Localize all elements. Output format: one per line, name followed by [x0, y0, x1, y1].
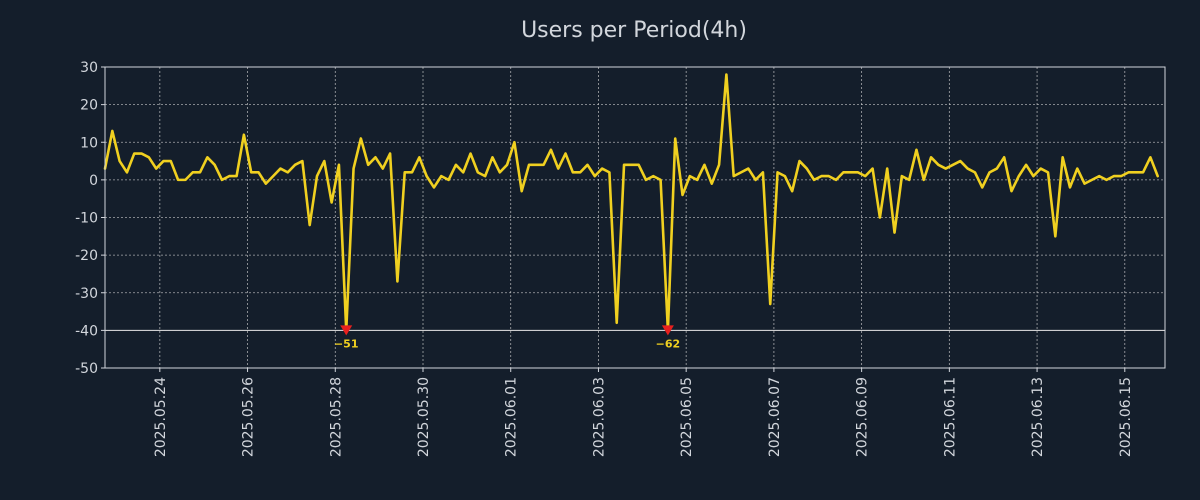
y-tick-label: -30: [75, 286, 98, 302]
x-tick-label: 2025.06.11: [942, 377, 958, 457]
clip-marker: [661, 325, 674, 336]
x-tick-label: 2025.06.09: [855, 377, 871, 457]
y-tick-label: 20: [80, 98, 98, 114]
x-tick-label: 2025.06.07: [767, 377, 783, 457]
x-tick-label: 2025.06.03: [591, 377, 607, 457]
x-tick-label: 2025.05.24: [153, 377, 169, 457]
y-tick-label: -40: [75, 323, 98, 339]
x-axis: 2025.05.24 2025.05.26 2025.05.28 2025.05.30…: [153, 368, 1134, 457]
x-tick-label: 2025.05.28: [328, 377, 344, 457]
y-tick-label: -50: [75, 361, 98, 377]
grid-lines: [105, 66, 1165, 369]
y-tick-label: 10: [80, 135, 98, 151]
x-tick-label: 2025.06.15: [1118, 377, 1134, 457]
clip-value-label: −62: [656, 337, 681, 350]
y-tick-label: 30: [80, 60, 98, 76]
x-tick-label: 2025.06.13: [1030, 377, 1046, 457]
x-tick-label: 2025.05.30: [416, 377, 432, 457]
x-tick-label: 2025.05.26: [241, 377, 257, 457]
series-line: [103, 73, 1159, 332]
clip-marker: [340, 325, 353, 336]
y-tick-label: -20: [75, 248, 98, 264]
clip-value-label: −51: [334, 337, 359, 350]
y-tick-label: -10: [75, 211, 98, 227]
y-axis: 30 20 10 0 -10 -20 -30 -40 -50: [75, 60, 105, 377]
x-tick-label: 2025.06.01: [504, 377, 520, 457]
series-layer: [103, 73, 1159, 332]
clip-markers: −51 −62: [334, 325, 680, 350]
y-tick-label: 0: [89, 173, 98, 189]
chart-title: Users per Period(4h): [521, 18, 747, 43]
x-tick-label: 2025.06.05: [679, 377, 695, 457]
